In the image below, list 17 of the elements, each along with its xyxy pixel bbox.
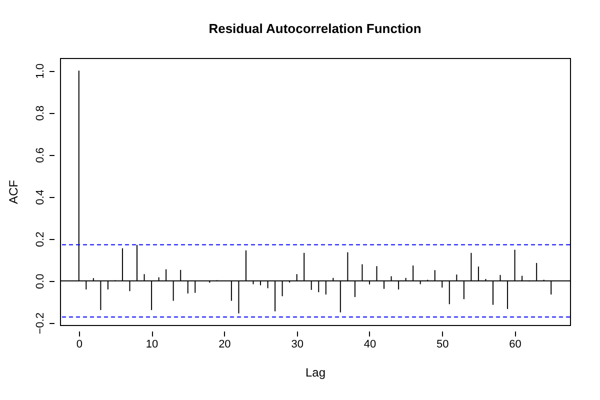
y-tick-label: 1.0 [34, 63, 46, 79]
y-tick-label: −0.2 [34, 312, 46, 334]
y-tick-label: 0.2 [34, 232, 46, 247]
y-tick-label: 0.0 [34, 274, 46, 289]
x-tick-label: 0 [76, 338, 82, 350]
x-axis-title: Lag [305, 366, 326, 380]
y-axis-title: ACF [6, 180, 20, 204]
x-tick-label: 60 [509, 338, 522, 350]
x-tick-label: 10 [146, 338, 158, 350]
y-tick-label: 0.4 [34, 190, 46, 205]
x-tick-label: 20 [218, 338, 231, 350]
x-tick-label: 40 [364, 338, 376, 350]
y-tick-label: 0.8 [34, 106, 46, 121]
chart-title: Residual Autocorrelation Function [208, 21, 422, 36]
x-tick-label: 50 [436, 338, 449, 350]
y-tick-label: 0.6 [34, 148, 46, 163]
x-tick-label: 30 [291, 338, 304, 350]
